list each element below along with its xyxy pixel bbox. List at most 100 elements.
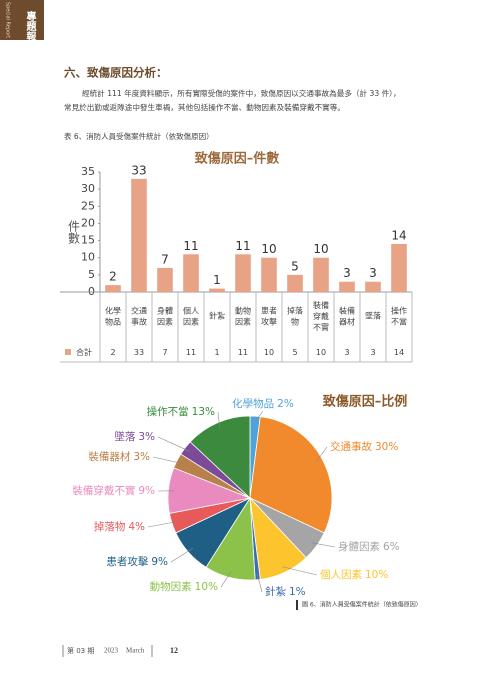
slice-label: 墜落 3% bbox=[114, 430, 155, 443]
chart-title: 致傷原因–件數 bbox=[195, 151, 280, 167]
table-cell: 2 bbox=[110, 348, 115, 357]
table-cell: 3 bbox=[344, 348, 349, 357]
y-tick-label: 30 bbox=[81, 182, 95, 195]
leader-line bbox=[217, 411, 221, 429]
x-tick-label: 個人因素 bbox=[183, 305, 199, 326]
pie-slice bbox=[189, 415, 251, 499]
data-label: 10 bbox=[313, 242, 328, 256]
bar bbox=[339, 281, 355, 292]
slice-value: 3% bbox=[133, 451, 150, 463]
bar bbox=[365, 281, 381, 292]
bar bbox=[235, 254, 251, 292]
bar bbox=[157, 268, 173, 292]
side-tab bbox=[0, 0, 44, 40]
bar bbox=[287, 274, 303, 292]
x-tick-label: 患者攻擊 bbox=[261, 305, 277, 326]
y-tick-label: 25 bbox=[81, 199, 95, 212]
y-tick-label: 10 bbox=[81, 251, 95, 264]
table-caption: 表 6、消防人員受傷案件統計（依致傷原因） bbox=[64, 131, 214, 141]
slice-value: 10% bbox=[365, 569, 388, 581]
x-tick-label: 身體因素 bbox=[157, 305, 173, 326]
section-heading: 六、致傷原因分析： bbox=[64, 66, 168, 80]
bar bbox=[261, 257, 277, 292]
table-cell: 3 bbox=[370, 348, 375, 357]
leader-line bbox=[311, 542, 336, 548]
x-tick-label: 掉落物 bbox=[287, 305, 303, 326]
slice-name: 操作不當 bbox=[147, 405, 189, 418]
slice-value: 9% bbox=[138, 485, 155, 497]
paragraph-line: 經統計 111 年度資料顯示，所有實際受傷的案件中，致傷原因以交通事故為最多（計… bbox=[82, 88, 401, 98]
figure-caption: 圖 6、消防人員受傷案件統計（依致傷原因） bbox=[302, 601, 422, 609]
leader-line bbox=[220, 571, 232, 588]
slice-name: 墜落 bbox=[114, 430, 135, 443]
slice-name: 動物因素 bbox=[150, 580, 192, 593]
data-label: 14 bbox=[391, 229, 406, 243]
bar bbox=[391, 244, 407, 292]
data-label: 33 bbox=[131, 163, 146, 177]
slice-value: 2% bbox=[277, 398, 294, 410]
side-tab-subtitle: Special Report bbox=[5, 2, 11, 38]
slice-value: 13% bbox=[192, 406, 215, 418]
slice-value: 10% bbox=[195, 581, 218, 593]
y-axis-label: 件數 bbox=[67, 220, 81, 245]
slice-name: 化學物品 bbox=[232, 397, 274, 410]
data-label: 3 bbox=[343, 266, 351, 280]
data-label: 3 bbox=[369, 266, 377, 280]
slice-label: 操作不當 13% bbox=[147, 405, 215, 418]
leader-line bbox=[254, 410, 264, 423]
table-cell: 14 bbox=[394, 348, 404, 357]
bar bbox=[183, 254, 199, 292]
y-tick-label: 35 bbox=[81, 165, 95, 178]
x-tick-label: 動物因素 bbox=[235, 305, 251, 326]
x-tick-label: 化學物品 bbox=[105, 305, 121, 326]
slice-value: 6% bbox=[383, 541, 400, 553]
footer-page: 12 bbox=[170, 646, 178, 655]
table-cell: 1 bbox=[214, 348, 219, 357]
leader-line bbox=[170, 548, 194, 563]
leader-line bbox=[316, 446, 328, 462]
bar bbox=[105, 285, 121, 292]
footer-year: 2023 bbox=[104, 647, 119, 655]
slice-label: 身體因素 6% bbox=[338, 540, 400, 553]
leader-line bbox=[152, 456, 183, 464]
side-tab-title: 專題報導 bbox=[24, 10, 36, 52]
footer-issue: 第 03 期 bbox=[67, 646, 94, 655]
data-label: 2 bbox=[109, 270, 117, 284]
leader-line bbox=[157, 436, 191, 452]
data-label: 1 bbox=[213, 273, 221, 287]
slice-value: 4% bbox=[128, 521, 145, 533]
x-tick-label: 裝備器材 bbox=[339, 305, 355, 326]
bar bbox=[209, 288, 225, 292]
slice-label: 個人因素 10% bbox=[320, 568, 388, 581]
table-cell: 11 bbox=[186, 348, 196, 357]
slice-value: 3% bbox=[138, 431, 155, 443]
slice-label: 化學物品 2% bbox=[232, 397, 294, 410]
y-tick-label: 20 bbox=[81, 216, 95, 229]
chart-title: 致傷原因–比例 bbox=[323, 394, 408, 410]
data-label: 7 bbox=[161, 253, 169, 267]
data-label: 11 bbox=[235, 239, 250, 253]
data-label: 10 bbox=[261, 242, 276, 256]
table-cell: 11 bbox=[238, 348, 248, 357]
slice-label: 患者攻擊 9% bbox=[106, 555, 168, 568]
leader-line bbox=[282, 566, 318, 576]
leader-line bbox=[256, 573, 263, 593]
slice-value: 30% bbox=[375, 441, 398, 453]
slice-name: 掉落物 bbox=[94, 520, 126, 533]
slice-name: 個人因素 bbox=[320, 568, 362, 581]
table-cell: 10 bbox=[316, 348, 326, 357]
slice-value: 1% bbox=[289, 586, 306, 598]
slice-name: 身體因素 bbox=[338, 540, 380, 553]
data-label: 5 bbox=[291, 259, 299, 273]
legend-label: 合計 bbox=[76, 347, 92, 357]
leader-line bbox=[147, 521, 178, 528]
bar bbox=[131, 178, 147, 292]
slice-label: 針紮 1% bbox=[265, 585, 306, 598]
slice-name: 裝備器材 bbox=[88, 450, 130, 463]
slice-label: 掉落物 4% bbox=[94, 520, 145, 533]
slice-label: 動物因素 10% bbox=[150, 580, 218, 593]
legend-swatch bbox=[65, 349, 71, 355]
bar bbox=[313, 257, 329, 292]
